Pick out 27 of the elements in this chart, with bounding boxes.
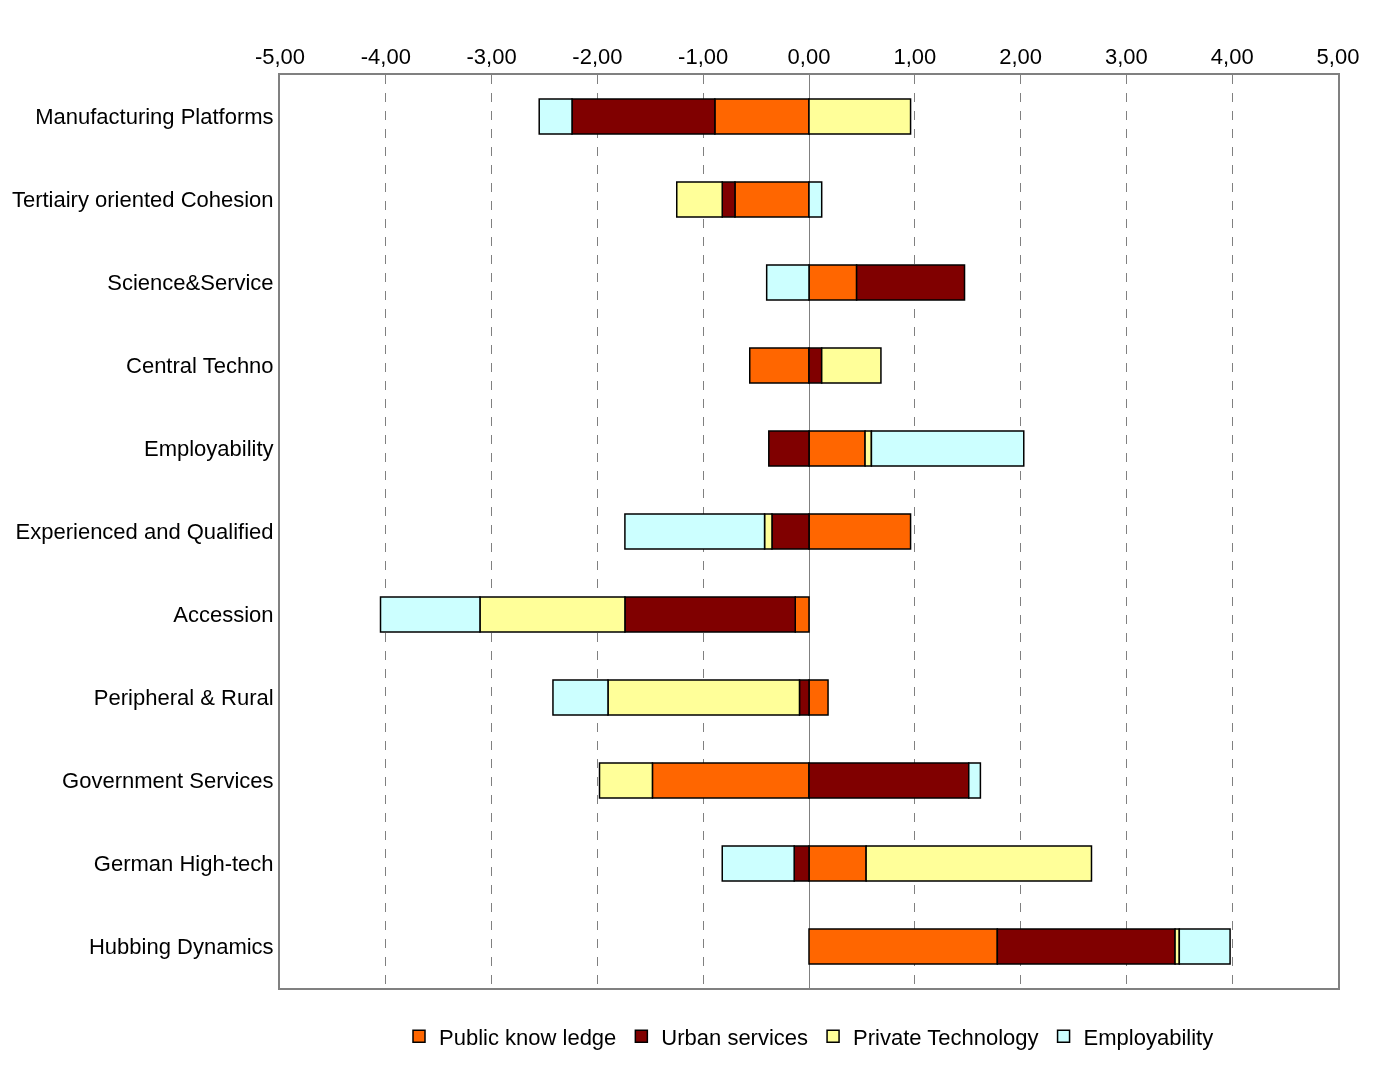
x-tick-label: 5,00 [1316, 44, 1360, 70]
x-tick-label: -3,00 [466, 44, 517, 70]
legend-label: Public know ledge [439, 1024, 617, 1050]
legend-label: Private Technology [853, 1024, 1039, 1050]
x-tick-label: 2,00 [999, 44, 1043, 70]
y-tick-label: Hubbing Dynamics [88, 934, 274, 960]
x-tick-label: 0,00 [787, 44, 831, 70]
y-tick-label: German High-tech [93, 851, 274, 877]
legend-label: Employability [1083, 1024, 1214, 1050]
x-tick-label: 1,00 [893, 44, 937, 70]
y-tick-label: Employability [143, 436, 274, 462]
y-tick-label: Central Techno [126, 353, 274, 379]
y-tick-label: Tertiairy oriented Cohesion [11, 187, 274, 213]
y-tick-label: Science&Service [107, 270, 274, 296]
x-tick-label: -1,00 [678, 44, 729, 70]
x-tick-label: -5,00 [254, 44, 306, 70]
x-tick-label: -4,00 [360, 44, 411, 70]
y-tick-label: Government Services [62, 768, 274, 794]
y-tick-label: Experienced and Qualified [15, 519, 274, 545]
y-tick-label: Manufacturing Platforms [35, 104, 274, 130]
legend-label: Urban services [661, 1024, 809, 1050]
bar [1178, 928, 1231, 965]
x-tick-label: 3,00 [1104, 44, 1148, 70]
x-tick-label: -2,00 [572, 44, 623, 70]
y-tick-label: Accession [173, 602, 274, 628]
y-tick-label: Peripheral & Rural [93, 685, 274, 711]
x-tick-label: 4,00 [1210, 44, 1254, 70]
